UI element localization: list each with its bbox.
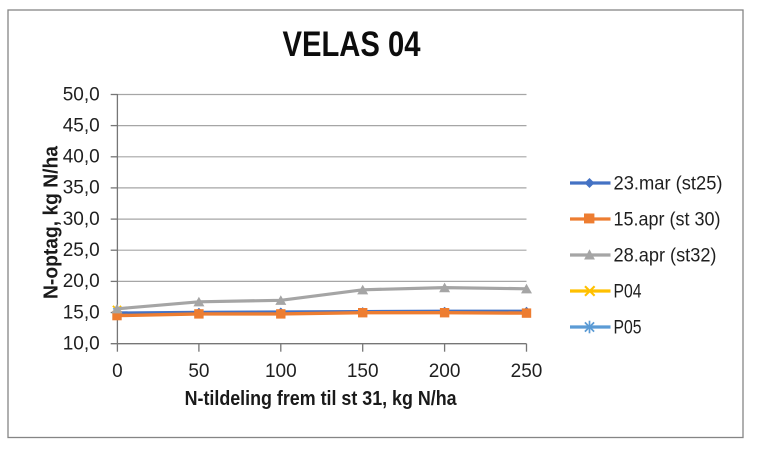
svg-text:250: 250 [511,361,543,382]
svg-text:50: 50 [188,361,209,382]
svg-text:30,0: 30,0 [63,209,100,230]
svg-text:100: 100 [265,361,297,382]
svg-text:N-optag, kg N/ha: N-optag, kg N/ha [41,145,63,299]
svg-text:25,0: 25,0 [63,240,100,261]
svg-text:45,0: 45,0 [63,115,100,136]
svg-text:N-tildeling frem til st 31, kg: N-tildeling frem til st 31, kg N/ha [185,388,458,410]
svg-text:P04: P04 [614,282,642,303]
svg-text:10,0: 10,0 [63,334,100,355]
svg-text:150: 150 [347,361,379,382]
svg-text:0: 0 [112,361,123,382]
svg-text:P05: P05 [614,318,642,339]
svg-text:20,0: 20,0 [63,271,100,292]
svg-text:40,0: 40,0 [63,147,100,168]
svg-text:15,0: 15,0 [63,302,100,323]
svg-text:VELAS 04: VELAS 04 [283,25,421,64]
svg-text:15.apr (st 30): 15.apr (st 30) [614,210,721,231]
svg-text:200: 200 [429,361,461,382]
svg-text:28.apr (st32): 28.apr (st32) [614,246,717,267]
svg-text:23.mar (st25): 23.mar (st25) [614,174,723,195]
svg-text:50,0: 50,0 [63,84,100,105]
svg-text:35,0: 35,0 [63,178,100,199]
